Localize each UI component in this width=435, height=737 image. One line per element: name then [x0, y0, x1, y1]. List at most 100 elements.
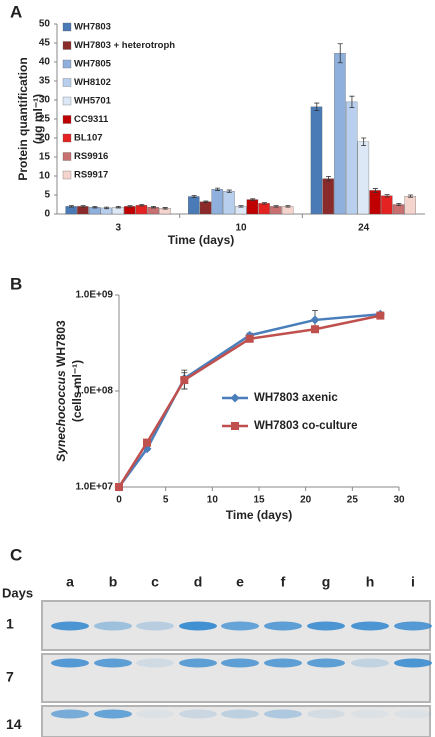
error-bar	[191, 194, 197, 199]
gel-band	[94, 709, 132, 719]
lane-label: e	[236, 574, 244, 590]
bar	[334, 53, 346, 215]
y-tick-label: 40	[39, 57, 51, 68]
panel-label: C	[10, 545, 22, 564]
x-tick-label: 25	[347, 495, 359, 506]
marker	[115, 483, 123, 491]
gel-band	[179, 621, 217, 631]
y-axis-label-italic: Synechococcus	[54, 370, 68, 462]
legend-label: RS9916	[74, 151, 108, 162]
x-tick-label: 10	[207, 495, 219, 506]
y-tick-label: 45	[39, 38, 51, 49]
gel-band	[351, 658, 389, 668]
gel-band	[264, 709, 302, 719]
error-bar	[80, 205, 86, 208]
error-bar	[92, 206, 98, 209]
series-line	[117, 314, 381, 488]
error-bar	[203, 200, 209, 203]
legend-marker	[230, 393, 240, 403]
bar	[310, 106, 323, 215]
bar	[322, 178, 334, 215]
gel-band	[94, 621, 132, 631]
gel-band	[136, 709, 174, 719]
error-bar	[215, 187, 221, 191]
y-axis-label: Synechococcus WH7803(cells ml⁻¹)	[54, 320, 84, 462]
legend-label: WH8102	[74, 77, 111, 88]
error-bar	[139, 204, 145, 207]
error-bar	[314, 102, 320, 112]
lane-label: i	[411, 574, 415, 590]
error-bar	[127, 205, 133, 208]
gel-band	[351, 709, 389, 719]
gel-band	[51, 621, 89, 631]
gel-band	[307, 621, 345, 631]
lane-label: f	[281, 574, 286, 590]
bar	[404, 195, 416, 215]
error-bar	[104, 206, 110, 210]
legend-label: BL107	[74, 133, 103, 144]
legend-swatch	[62, 41, 72, 50]
panel-label: A	[10, 2, 22, 21]
y-axis-label-line: (ug ml⁻¹)	[31, 94, 45, 144]
x-tick-label: 10	[235, 223, 247, 234]
x-tick-label: 3	[116, 223, 122, 234]
bar	[381, 195, 393, 215]
lane-label: b	[109, 574, 118, 590]
y-axis-label-line: (cells ml⁻¹)	[70, 360, 84, 422]
gel-band	[264, 621, 302, 631]
bar	[135, 205, 148, 215]
legend-swatch	[62, 22, 72, 32]
y-tick-label: 0	[44, 209, 50, 220]
gel-band	[179, 709, 217, 719]
x-axis-label: Time (days)	[226, 508, 292, 522]
bar	[345, 101, 358, 215]
legend-label: WH7803 co-culture	[254, 420, 358, 432]
legend-label: WH7805	[74, 59, 112, 70]
lane-label: d	[194, 574, 203, 590]
gel-band	[94, 658, 132, 668]
legend-swatch	[62, 133, 72, 143]
error-bar	[396, 202, 402, 207]
gel-band	[179, 658, 217, 668]
legend-marker	[231, 422, 239, 430]
gel-band	[394, 621, 432, 631]
bar	[211, 189, 223, 215]
y-tick-label: 10	[39, 171, 51, 182]
legend-label: WH7803 + heterotroph	[74, 40, 175, 51]
gel-band	[51, 709, 89, 719]
y-tick-label: 20	[39, 133, 51, 144]
y-tick-label: 50	[39, 19, 51, 30]
error-bar	[384, 194, 390, 198]
gel-band	[136, 658, 174, 668]
y-tick-label: 15	[39, 152, 51, 163]
marker	[310, 315, 320, 325]
legend-swatch	[62, 170, 72, 180]
error-bar	[238, 205, 244, 208]
y-axis-label-line: Protein quantification	[16, 57, 30, 180]
row-label: 1	[6, 616, 14, 632]
gel-band	[394, 709, 432, 719]
error-bar	[326, 175, 332, 182]
gel-band	[51, 658, 89, 668]
bar	[258, 203, 270, 215]
marker	[376, 311, 385, 320]
legend-swatch	[62, 152, 72, 161]
marker	[245, 334, 254, 343]
legend-label: WH5701	[74, 96, 112, 107]
error-bar	[372, 188, 378, 193]
x-tick-label: 30	[393, 495, 405, 506]
gel-band	[264, 658, 302, 668]
legend-swatch	[62, 115, 72, 124]
row-label: 14	[6, 716, 22, 732]
bar	[357, 141, 370, 215]
bar	[188, 196, 200, 215]
error-bar	[408, 194, 414, 198]
row-title: Days	[2, 585, 33, 600]
error-bar	[361, 137, 367, 146]
y-tick-label: 1.0E+09	[75, 290, 113, 301]
marker	[143, 438, 151, 447]
error-bar	[115, 206, 121, 209]
error-bar	[150, 206, 156, 209]
lane-label: a	[66, 574, 74, 590]
